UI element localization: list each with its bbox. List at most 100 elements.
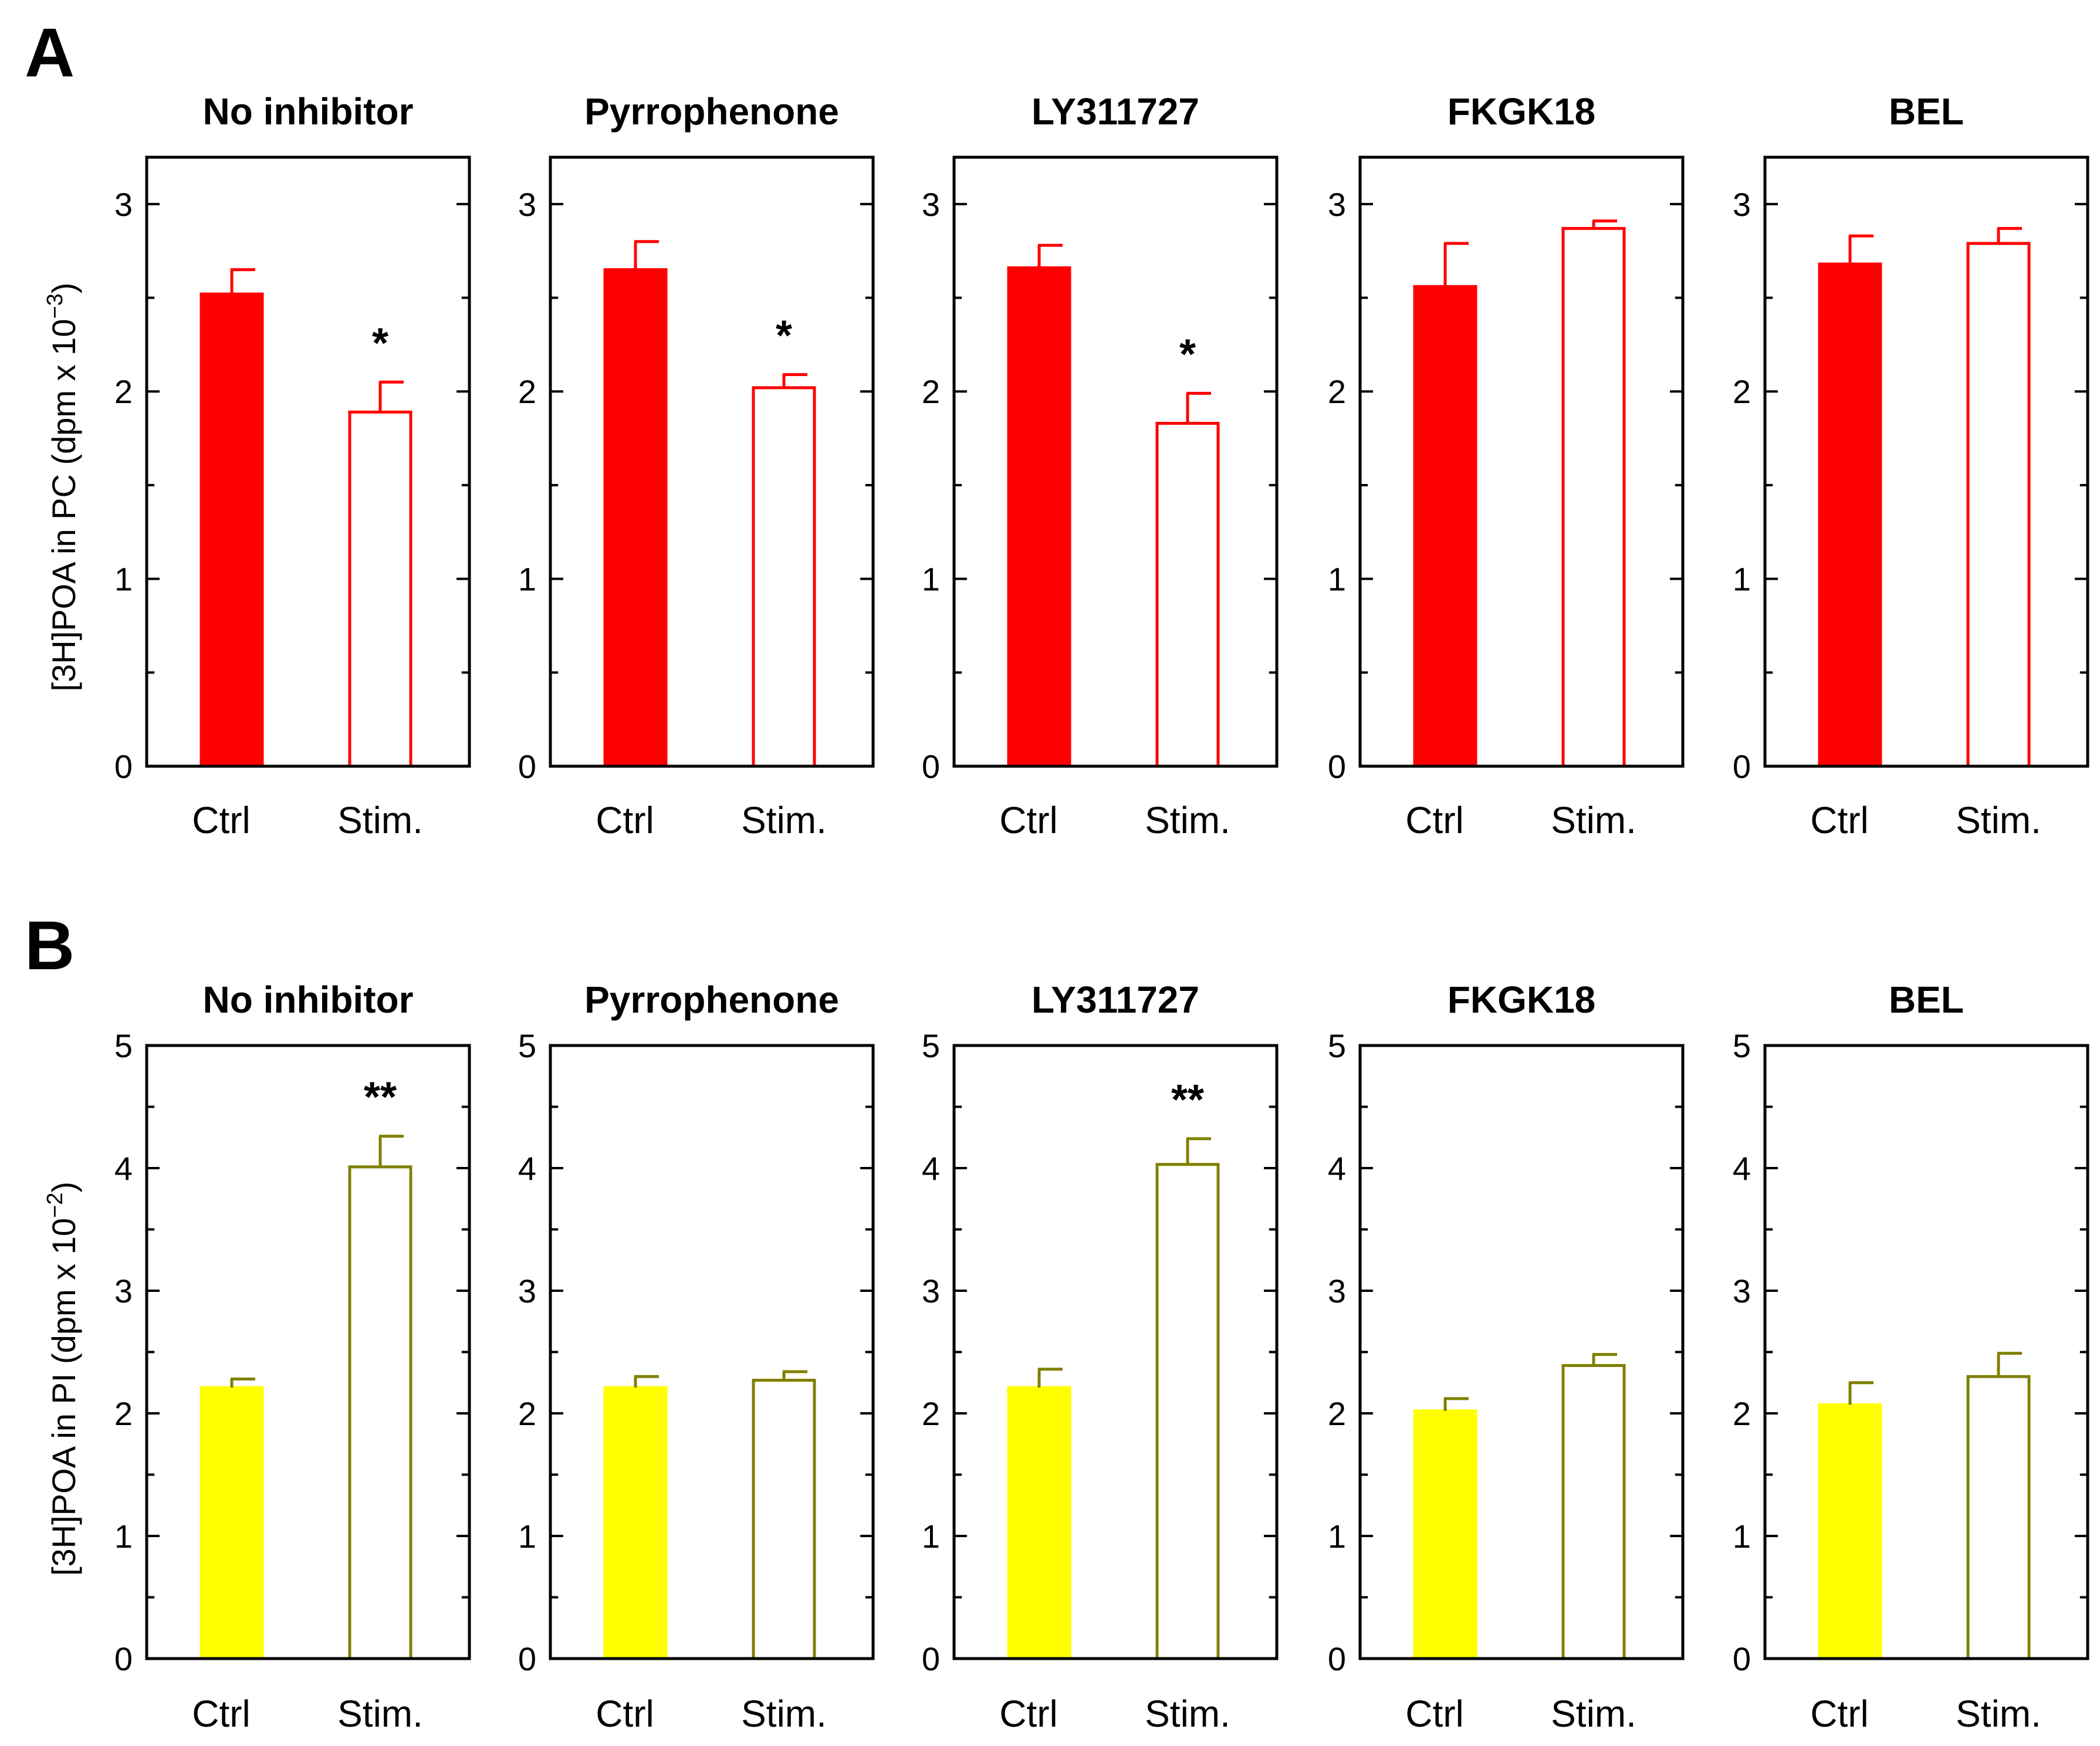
- plot-frame: [1763, 155, 2089, 768]
- chart-title: BEL: [1889, 90, 1964, 133]
- y-tick-label: 1: [114, 561, 133, 598]
- chart-title: FKGK18: [1448, 90, 1596, 133]
- y-tick-label: 0: [1733, 748, 1751, 785]
- bar-ctrl: [603, 268, 668, 768]
- y-tick-label: 1: [1328, 561, 1346, 598]
- y-tick-label: 4: [518, 1150, 536, 1187]
- bar-stim: [1966, 1375, 2031, 1660]
- chart-1: Pyrrophenone 0 1 2 3 4 5 Ctrl Stim.: [518, 979, 875, 1735]
- bar-ctrl: [1818, 1403, 1882, 1660]
- y-tick-label: 2: [518, 1395, 536, 1432]
- x-category-label: Stim.: [1145, 799, 1230, 841]
- bar-ctrl: [1413, 285, 1477, 768]
- plot-frame: [549, 1044, 875, 1660]
- x-category-label: Stim.: [337, 1693, 423, 1735]
- y-tick-label: 2: [1328, 373, 1346, 410]
- chart-title: BEL: [1889, 979, 1964, 1021]
- x-category-label: Ctrl: [596, 799, 654, 841]
- bar-stim: [348, 410, 412, 768]
- y-axis-label-exponent: −2: [43, 1193, 67, 1218]
- y-tick-label: 2: [1328, 1395, 1346, 1432]
- y-tick-label: 3: [114, 1273, 133, 1310]
- bar-ctrl: [199, 1386, 264, 1660]
- y-axis-label-text: [3H]POA in PI (dpm x 10: [45, 1218, 82, 1576]
- y-tick-label: 0: [922, 748, 940, 785]
- y-axis-label-exponent: −3: [43, 293, 67, 319]
- y-tick-label: 1: [1733, 1518, 1751, 1555]
- chart-2: LY311727 0 1 2 3 Ctrl * Stim.: [922, 90, 1279, 841]
- y-tick-label: 4: [1328, 1150, 1346, 1187]
- y-tick-label: 0: [922, 1640, 940, 1677]
- y-tick-label: 0: [1328, 1640, 1346, 1677]
- bar-stim: [752, 1379, 816, 1660]
- bar-stim: [348, 1165, 412, 1660]
- y-tick-label: 1: [922, 561, 940, 598]
- x-category-label: Ctrl: [1810, 799, 1869, 841]
- x-category-label: Stim.: [1956, 1693, 2041, 1735]
- y-tick-label: 3: [1733, 186, 1751, 223]
- y-tick-label: 3: [1733, 1273, 1751, 1310]
- bar-stim: [1561, 1363, 1626, 1660]
- y-tick-label: 4: [922, 1150, 940, 1187]
- x-category-label: Ctrl: [1405, 799, 1464, 841]
- x-category-label: Stim.: [1956, 799, 2041, 841]
- y-tick-label: 1: [114, 1518, 133, 1555]
- y-tick-label: 1: [1733, 561, 1751, 598]
- chart-title: No inhibitor: [202, 90, 413, 133]
- bar-stim: [1966, 242, 2031, 768]
- bar-ctrl: [199, 292, 264, 768]
- bar-stim: [1155, 1163, 1220, 1660]
- significance-marker: *: [776, 312, 792, 359]
- y-tick-label: 3: [1328, 1273, 1346, 1310]
- x-category-label: Stim.: [1551, 1693, 1636, 1735]
- panel-label: A: [25, 14, 75, 92]
- chart-2: LY311727 0 1 2 3 4 5 Ctrl ** Stim.: [922, 979, 1279, 1735]
- bar-stim: [1155, 422, 1220, 768]
- y-tick-label: 0: [518, 748, 536, 785]
- y-tick-label: 1: [518, 1518, 536, 1555]
- y-tick-label: 2: [114, 1395, 133, 1432]
- y-tick-label: 5: [114, 1027, 133, 1064]
- chart-1: Pyrrophenone 0 1 2 3 Ctrl * Stim.: [518, 90, 875, 841]
- y-tick-label: 1: [518, 561, 536, 598]
- plot-frame: [952, 155, 1279, 768]
- bar-ctrl: [1818, 262, 1882, 768]
- plot-frame: [549, 155, 875, 768]
- panel-label: B: [25, 907, 75, 984]
- x-category-label: Stim.: [741, 1693, 827, 1735]
- x-category-label: Ctrl: [192, 799, 251, 841]
- significance-marker: **: [1171, 1077, 1204, 1124]
- significance-marker: **: [364, 1074, 397, 1121]
- bar-stim: [752, 386, 816, 768]
- y-tick-label: 2: [922, 373, 940, 410]
- x-category-label: Ctrl: [596, 1693, 654, 1735]
- y-tick-label: 4: [114, 1150, 133, 1187]
- x-category-label: Ctrl: [1405, 1693, 1464, 1735]
- y-tick-label: 3: [114, 186, 133, 223]
- y-tick-label: 3: [922, 186, 940, 223]
- y-tick-label: 3: [518, 1273, 536, 1310]
- chart-3: FKGK18 0 1 2 3 4 5 Ctrl Stim.: [1328, 979, 1685, 1735]
- y-tick-label: 0: [114, 1640, 133, 1677]
- y-tick-label: 3: [518, 186, 536, 223]
- chart-title: No inhibitor: [202, 979, 413, 1021]
- x-category-label: Stim.: [1145, 1693, 1230, 1735]
- plot-frame: [1358, 155, 1685, 768]
- y-tick-label: 0: [518, 1640, 536, 1677]
- plot-frame: [145, 1044, 471, 1660]
- y-tick-label: 3: [922, 1273, 940, 1310]
- bar-ctrl: [603, 1386, 668, 1660]
- chart-title: LY311727: [1032, 90, 1199, 133]
- y-tick-label: 0: [1328, 748, 1346, 785]
- y-tick-label: 2: [1733, 1395, 1751, 1432]
- chart-title: FKGK18: [1448, 979, 1596, 1021]
- plot-frame: [145, 155, 471, 768]
- significance-marker: *: [1179, 331, 1196, 378]
- y-tick-label: 2: [518, 373, 536, 410]
- x-category-label: Ctrl: [192, 1693, 251, 1735]
- y-axis-label-close: ): [45, 1182, 82, 1193]
- chart-4: BEL 0 1 2 3 Ctrl Stim.: [1733, 90, 2089, 841]
- y-axis-label: [3H]POA in PI (dpm x 10−2): [43, 1182, 82, 1576]
- chart-title: Pyrrophenone: [584, 979, 839, 1021]
- chart-0: No inhibitor 0 1 2 3 Ctrl * Stim.: [114, 90, 471, 841]
